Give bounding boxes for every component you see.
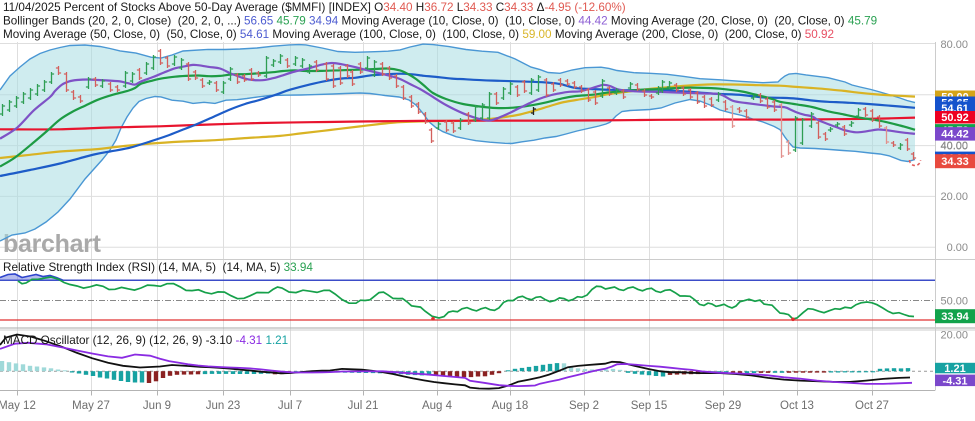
svg-text:Jul 7: Jul 7 [278, 400, 302, 412]
svg-text:Moving Average (50, Close, 0): Moving Average (50, Close, 0) (50, Close… [3, 28, 834, 41]
svg-text:Jul 21: Jul 21 [348, 400, 379, 412]
svg-text:May 27: May 27 [72, 400, 110, 412]
svg-text:44.42: 44.42 [941, 129, 969, 141]
svg-text:0.00: 0.00 [947, 242, 968, 254]
svg-text:40.00: 40.00 [940, 140, 968, 152]
svg-text:Bollinger Bands (20, 2, 0, Clo: Bollinger Bands (20, 2, 0, Close) (20, 2… [3, 15, 877, 28]
svg-text:May 12: May 12 [0, 400, 36, 412]
svg-text:50.00: 50.00 [940, 295, 968, 307]
svg-text:20.00: 20.00 [940, 329, 968, 341]
svg-text:Aug 4: Aug 4 [422, 400, 453, 412]
svg-text:Sep 29: Sep 29 [705, 400, 741, 412]
svg-text:Jun 23: Jun 23 [206, 400, 241, 412]
svg-text:40.00: 40.00 [940, 140, 968, 152]
svg-text:Sep 15: Sep 15 [631, 400, 667, 412]
svg-text:Aug 18: Aug 18 [492, 400, 528, 412]
svg-text:80.00: 80.00 [940, 39, 968, 51]
svg-text:Oct 27: Oct 27 [855, 400, 889, 412]
svg-text:Sep 2: Sep 2 [569, 400, 599, 412]
svg-text:20.00: 20.00 [940, 191, 968, 203]
svg-text:MACD Oscillator (12, 26, 9) (1: MACD Oscillator (12, 26, 9) (12, 26, 9) … [3, 334, 288, 347]
svg-text:1.21: 1.21 [944, 363, 965, 375]
svg-text:barchart: barchart [3, 230, 102, 258]
svg-text:34.33: 34.33 [941, 156, 969, 168]
svg-text:11/04/2025 Percent of Stocks A: 11/04/2025 Percent of Stocks Above 50-Da… [3, 1, 626, 14]
svg-text:Oct 13: Oct 13 [780, 400, 814, 412]
svg-text:33.94: 33.94 [941, 311, 969, 323]
svg-text:50.92: 50.92 [941, 112, 969, 124]
svg-text:Jun 9: Jun 9 [143, 400, 171, 412]
svg-text:-4.31: -4.31 [942, 375, 967, 387]
svg-text:Relative Strength Index (RSI): Relative Strength Index (RSI) (14, MA, 5… [3, 261, 313, 274]
